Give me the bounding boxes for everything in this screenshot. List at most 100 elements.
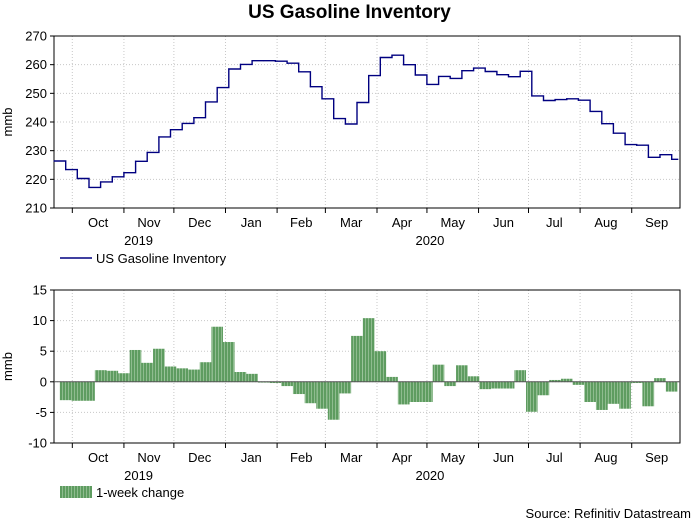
x-month-label: Jul [546, 450, 563, 465]
inventory-line-panel: 210 220 230 240 250 260 270 mmb Oct Nov Dec Jan Feb M… [0, 29, 681, 266]
bar [525, 381, 538, 412]
x-month-label: Jan [241, 215, 262, 230]
data-point [437, 75, 440, 78]
bar [537, 381, 550, 396]
data-point [589, 110, 591, 112]
legend-label: US Gasoline Inventory [96, 251, 227, 266]
bar [467, 376, 480, 382]
x-month-label: Oct [88, 215, 109, 230]
data-point [263, 60, 265, 62]
data-point [298, 71, 300, 73]
data-point [636, 144, 638, 146]
bar [164, 366, 177, 382]
y-tick-label: 15 [33, 283, 47, 298]
bar [83, 381, 95, 401]
data-point [461, 70, 463, 72]
x-year-label: 2019 [124, 468, 153, 483]
bar [584, 381, 596, 402]
data-point [181, 122, 183, 125]
y-tick-label: 5 [40, 344, 47, 359]
bar [479, 381, 492, 390]
x-month-label: May [440, 215, 465, 230]
y-tick-label: 240 [25, 115, 47, 130]
x-year-label: 2020 [415, 233, 444, 248]
y-tick-label: 0 [40, 374, 47, 389]
weekly-change-bar-panel: -10 -5 0 5 10 15 mmb Oct Nov Dec Jan Feb Mar Apr May Ju… [0, 283, 681, 500]
bar [362, 318, 375, 382]
data-point [484, 70, 486, 73]
data-point [507, 76, 510, 78]
legend-label: 1-week change [96, 485, 184, 500]
bar [188, 369, 200, 382]
bar [549, 379, 561, 382]
bar [118, 373, 130, 382]
data-point [88, 186, 90, 188]
x-month-label: Aug [594, 215, 617, 230]
bar [106, 370, 119, 382]
x-month-label: Sep [645, 215, 668, 230]
plot-frame [53, 289, 681, 444]
data-point [554, 99, 556, 101]
bar [397, 381, 410, 405]
data-point [403, 64, 405, 66]
data-point [671, 158, 673, 160]
data-point [193, 117, 195, 119]
bar [432, 364, 445, 382]
data-point [577, 99, 580, 101]
bar [176, 368, 189, 382]
data-point [251, 60, 253, 62]
data-point [158, 136, 160, 138]
bar [141, 362, 154, 382]
y-tick-label: 210 [25, 201, 47, 216]
data-point [204, 101, 207, 103]
data-point [146, 151, 148, 153]
bar [619, 381, 631, 409]
data-point [274, 60, 277, 62]
bar [94, 370, 107, 382]
x-month-label: May [440, 450, 465, 465]
bar [351, 335, 363, 382]
data-point [239, 63, 242, 65]
data-point [472, 67, 475, 69]
bar [292, 381, 305, 395]
x-month-label: Mar [340, 215, 363, 230]
data-point [321, 98, 323, 100]
data-point [391, 54, 393, 56]
data-point [519, 70, 521, 72]
data-point [100, 181, 102, 183]
y-tick-label: 270 [25, 29, 47, 44]
y-tick-label: 250 [25, 86, 47, 101]
x-month-label: Aug [594, 450, 617, 465]
bar [71, 381, 84, 401]
data-point [169, 129, 172, 131]
y-tick-label: 10 [33, 313, 47, 328]
x-year-label: 2020 [415, 468, 444, 483]
data-point [333, 117, 335, 120]
y-axis-label: mmb [0, 108, 15, 137]
y-tick-label: -10 [28, 436, 47, 451]
x-month-label: Apr [392, 215, 413, 230]
bar [211, 326, 223, 382]
bar [222, 342, 235, 382]
x-month-label: Apr [392, 450, 413, 465]
bar [572, 381, 585, 385]
x-month-label: Jul [546, 215, 563, 230]
data-point [123, 172, 125, 174]
bar [199, 362, 212, 382]
x-month-label: Dec [188, 450, 212, 465]
data-point [368, 74, 370, 77]
bar [514, 370, 526, 382]
x-month-label: Jun [493, 215, 514, 230]
bar [59, 381, 72, 401]
source-note: Source: Refinitiv Datastream [525, 506, 691, 521]
x-month-label: Nov [137, 450, 161, 465]
data-point [647, 156, 649, 158]
y-axis-label: mmb [0, 352, 15, 381]
data-point [356, 101, 358, 104]
x-month-label: Feb [290, 450, 312, 465]
bar [234, 372, 247, 382]
bar [560, 378, 573, 382]
data-point [624, 144, 626, 146]
bar [339, 381, 352, 394]
